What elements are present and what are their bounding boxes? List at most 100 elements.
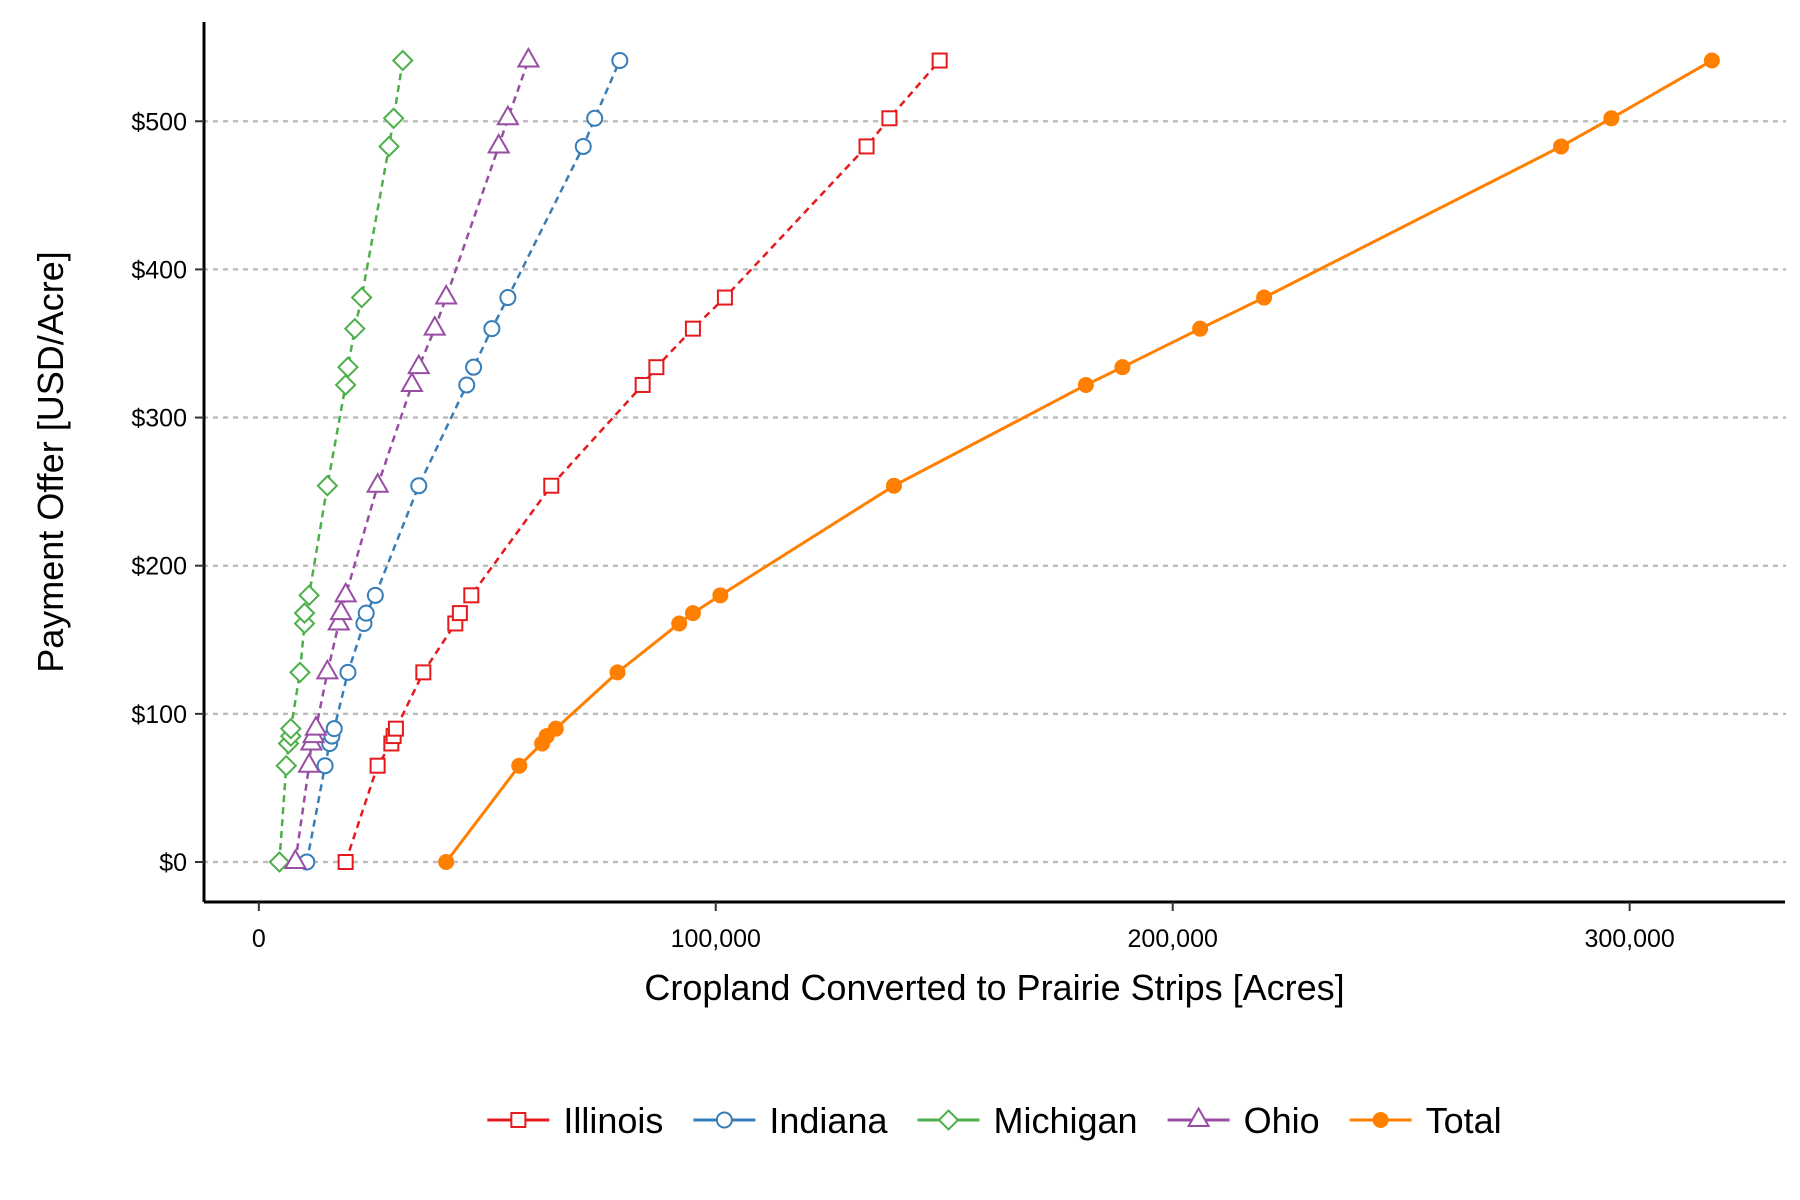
data-point-indiana bbox=[586, 109, 604, 127]
data-point-ohio bbox=[400, 371, 424, 392]
legend-key-marker bbox=[1186, 1106, 1211, 1127]
data-point-indiana bbox=[316, 757, 334, 775]
data-point-illinois bbox=[415, 664, 432, 681]
data-point-total bbox=[1603, 110, 1620, 127]
data-point-illinois bbox=[451, 605, 468, 622]
gridlines bbox=[202, 120, 1787, 864]
data-point-indiana bbox=[339, 663, 357, 681]
legend-item-michigan: Michigan bbox=[917, 1100, 1138, 1141]
data-point-michigan bbox=[275, 754, 298, 777]
data-point-michigan bbox=[391, 49, 414, 72]
legend-key-marker bbox=[937, 1109, 960, 1131]
legend-item-indiana: Indiana bbox=[693, 1100, 888, 1141]
x-tick-label: 200,000 bbox=[1128, 925, 1218, 953]
data-point-total bbox=[609, 664, 626, 681]
data-point-indiana bbox=[574, 137, 592, 155]
data-point-illinois bbox=[716, 289, 733, 306]
data-point-ohio bbox=[496, 104, 520, 126]
data-point-indiana bbox=[611, 52, 629, 70]
data-point-michigan bbox=[289, 661, 311, 684]
y-tick-label: $0 bbox=[159, 849, 187, 877]
data-point-ohio bbox=[283, 848, 308, 869]
legend-label: Illinois bbox=[563, 1100, 663, 1141]
y-tick-label: $500 bbox=[131, 108, 187, 136]
series-michigan bbox=[268, 49, 414, 873]
data-point-michigan bbox=[343, 317, 366, 340]
series-total bbox=[438, 52, 1720, 870]
data-point-indiana bbox=[357, 604, 375, 622]
data-point-total bbox=[1553, 138, 1570, 155]
data-point-ohio bbox=[329, 599, 353, 621]
data-point-michigan bbox=[279, 717, 302, 740]
data-point-illinois bbox=[648, 359, 665, 376]
series-ohio bbox=[283, 47, 541, 869]
y-axis-ticks: $0 $100 $200 $300 $400 $500 bbox=[131, 108, 204, 877]
data-point-michigan bbox=[298, 584, 321, 607]
legend-label: Michigan bbox=[993, 1100, 1137, 1141]
data-point-michigan bbox=[293, 602, 316, 625]
data-point-total bbox=[885, 477, 902, 494]
data-point-michigan bbox=[334, 374, 357, 396]
series-line-illinois bbox=[344, 59, 941, 863]
data-point-total bbox=[1256, 289, 1273, 306]
data-point-indiana bbox=[465, 358, 483, 376]
data-point-ohio bbox=[327, 609, 351, 631]
data-point-indiana bbox=[410, 477, 428, 495]
data-point-ohio bbox=[304, 715, 328, 736]
legend-label: Total bbox=[1426, 1100, 1502, 1141]
data-point-michigan bbox=[378, 135, 400, 158]
series-line-total bbox=[444, 59, 1713, 863]
y-tick-label: $300 bbox=[131, 405, 187, 433]
data-point-ohio bbox=[487, 132, 511, 154]
data-point-total bbox=[1703, 52, 1720, 69]
series-indiana bbox=[298, 52, 629, 871]
data-point-illinois bbox=[369, 757, 386, 774]
data-point-ohio bbox=[315, 658, 340, 680]
data-point-total bbox=[712, 587, 729, 604]
axes: 0 100,000 200,000 300,000 $0 $100 $200 $300 $40… bbox=[131, 22, 1785, 953]
data-point-total bbox=[1192, 320, 1209, 337]
legend-key-marker bbox=[510, 1112, 527, 1128]
x-tick-label: 300,000 bbox=[1584, 925, 1674, 953]
data-point-ohio bbox=[516, 47, 541, 68]
series-illinois bbox=[337, 52, 948, 870]
data-point-total bbox=[547, 720, 564, 737]
data-point-ohio bbox=[434, 284, 458, 305]
data-point-total bbox=[1077, 376, 1094, 393]
x-axis-title: Cropland Converted to Prairie Strips [Ac… bbox=[644, 967, 1344, 1008]
data-series bbox=[268, 47, 1720, 873]
data-point-illinois bbox=[387, 720, 404, 737]
data-point-michigan bbox=[350, 286, 373, 309]
legend: Illinois Indiana Michigan Ohio Total bbox=[487, 1100, 1502, 1141]
y-tick-label: $100 bbox=[131, 701, 187, 729]
series-line-indiana bbox=[305, 60, 621, 863]
data-point-total bbox=[684, 605, 701, 622]
data-point-indiana bbox=[325, 720, 343, 738]
data-point-ohio bbox=[297, 752, 321, 773]
x-tick-label: 100,000 bbox=[671, 925, 761, 953]
data-point-michigan bbox=[268, 851, 291, 873]
data-point-indiana bbox=[366, 586, 384, 604]
data-point-ohio bbox=[333, 581, 358, 603]
legend-item-total: Total bbox=[1349, 1100, 1502, 1141]
legend-label: Indiana bbox=[769, 1100, 888, 1141]
data-point-total bbox=[671, 615, 688, 632]
data-point-ohio bbox=[407, 353, 431, 375]
data-point-illinois bbox=[858, 138, 875, 155]
data-point-indiana bbox=[458, 376, 476, 394]
data-point-ohio bbox=[365, 472, 390, 493]
data-point-illinois bbox=[463, 587, 480, 604]
data-point-illinois bbox=[337, 854, 354, 870]
data-point-illinois bbox=[931, 52, 948, 69]
data-point-illinois bbox=[634, 376, 651, 393]
y-tick-label: $400 bbox=[131, 256, 187, 284]
data-point-total bbox=[1114, 359, 1131, 376]
legend-item-ohio: Ohio bbox=[1167, 1100, 1320, 1141]
y-tick-label: $200 bbox=[131, 553, 187, 581]
data-point-total bbox=[438, 854, 455, 870]
data-point-total bbox=[511, 757, 528, 774]
x-tick-label: 0 bbox=[252, 925, 266, 953]
legend-item-illinois: Illinois bbox=[487, 1100, 663, 1141]
